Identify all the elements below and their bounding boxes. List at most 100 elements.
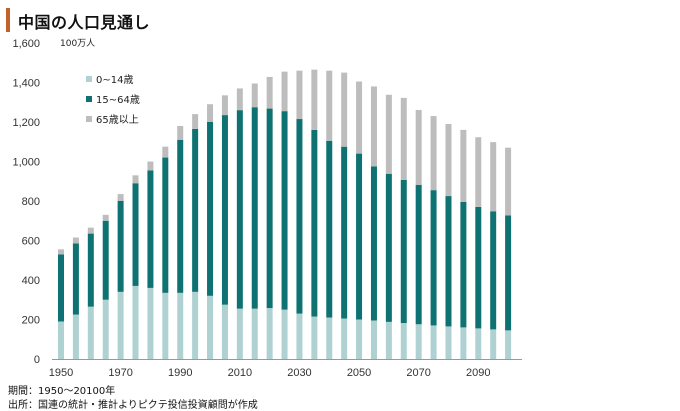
bar-segment	[385, 94, 392, 174]
bar-segment	[207, 104, 214, 122]
bar-segment	[475, 137, 482, 207]
bar-segment	[341, 72, 348, 147]
bar-segment	[251, 308, 258, 359]
bar-segment	[221, 115, 228, 305]
bar-segment	[445, 326, 452, 359]
bar-segment	[177, 292, 184, 359]
y-tick-label: 200	[22, 315, 40, 327]
bar-segment	[236, 88, 243, 111]
bar-segment	[102, 214, 109, 221]
bar-segment	[162, 157, 169, 293]
bar-segment	[192, 291, 199, 359]
y-tick-label: 600	[22, 236, 40, 248]
bar-segment	[415, 109, 422, 186]
bar-segment	[385, 321, 392, 359]
y-tick-label: 1,400	[12, 78, 40, 90]
footer-source: 出所：国連の統計・推計よりピクテ投信投資顧問が作成	[8, 400, 258, 411]
x-tick-label: 2070	[406, 367, 430, 379]
bar-segment	[281, 111, 288, 310]
bar-segment	[87, 227, 94, 234]
legend-label: 65歳以上	[96, 114, 139, 126]
bar-segment	[460, 327, 467, 359]
x-tick-label: 1990	[168, 367, 192, 379]
bar-segment	[370, 320, 377, 359]
bar-segment	[341, 146, 348, 319]
bar-segment	[147, 170, 154, 288]
bar-segment	[370, 86, 377, 167]
bar-segment	[370, 166, 377, 321]
bar-segment	[341, 318, 348, 359]
y-tick-label: 400	[22, 275, 40, 287]
bar-segment	[505, 215, 512, 331]
bar-segment	[400, 323, 407, 359]
bar-segment	[460, 201, 467, 328]
bar-segment	[102, 299, 109, 359]
bar-segment	[505, 147, 512, 216]
bar-segment	[58, 254, 64, 322]
bar-segment	[281, 71, 288, 112]
x-tick-label: 2090	[466, 367, 490, 379]
bar-segment	[236, 308, 243, 359]
bar-segment	[177, 125, 184, 140]
x-tick-label: 1970	[108, 367, 132, 379]
bar-segment	[296, 119, 303, 314]
bar-segment	[72, 237, 79, 244]
bar-segment	[147, 161, 154, 171]
bar-segment	[221, 95, 228, 116]
bar-segment	[132, 183, 139, 286]
bar-segment	[147, 287, 154, 359]
bar-segment	[430, 116, 437, 191]
bar-segment	[385, 173, 392, 322]
bar-segment	[311, 69, 318, 130]
x-tick-label: 2030	[287, 367, 311, 379]
bar-segment	[475, 206, 482, 329]
y-tick-label: 1,000	[12, 157, 40, 169]
bar-segment	[356, 319, 363, 359]
bar-segment	[132, 175, 139, 184]
bar-segment	[415, 185, 422, 325]
bar-segment	[311, 129, 318, 317]
bar-segment	[221, 304, 228, 359]
bar-segment	[117, 291, 124, 359]
bar-segment	[58, 321, 64, 359]
bar-segment	[132, 285, 139, 359]
bar-segment	[490, 329, 497, 359]
bar-segment	[445, 196, 452, 327]
y-tick-label: 800	[22, 196, 40, 208]
bar-segment	[266, 308, 273, 359]
legend-swatch	[86, 116, 92, 122]
y-axis-unit-label: 100万人	[60, 39, 96, 49]
y-tick-label: 1,200	[12, 117, 40, 129]
bar-segment	[251, 107, 258, 309]
bar-segment	[236, 110, 243, 309]
x-tick-label: 1950	[49, 367, 73, 379]
bar-segment	[87, 233, 94, 307]
bar-segment	[251, 83, 258, 108]
bar-segment	[311, 316, 318, 359]
bar-segment	[207, 295, 214, 359]
legend-swatch	[86, 76, 92, 82]
bar-segment	[430, 325, 437, 359]
bar-segment	[281, 309, 288, 359]
y-tick-label: 0	[34, 354, 40, 366]
legend-swatch	[86, 96, 92, 102]
bar-segment	[162, 146, 169, 158]
bar-segment	[356, 81, 363, 154]
bar-segment	[296, 313, 303, 359]
bar-segment	[102, 220, 109, 300]
bar-segment	[192, 128, 199, 292]
x-tick-label: 2050	[347, 367, 371, 379]
footer-period: 期間：1950～20100年	[8, 386, 116, 397]
bar-segment	[296, 70, 303, 120]
bar-segment	[505, 330, 512, 359]
bar-segment	[72, 314, 79, 359]
bar-segment	[400, 179, 407, 324]
bar-segment	[326, 140, 333, 318]
bar-segment	[58, 249, 64, 255]
bar-segment	[356, 153, 363, 320]
bar-segment	[430, 190, 437, 326]
bar-segment	[162, 292, 169, 359]
chart-title: 中国の人口見通し	[18, 13, 151, 32]
legend-label: 0~14歳	[96, 74, 133, 86]
